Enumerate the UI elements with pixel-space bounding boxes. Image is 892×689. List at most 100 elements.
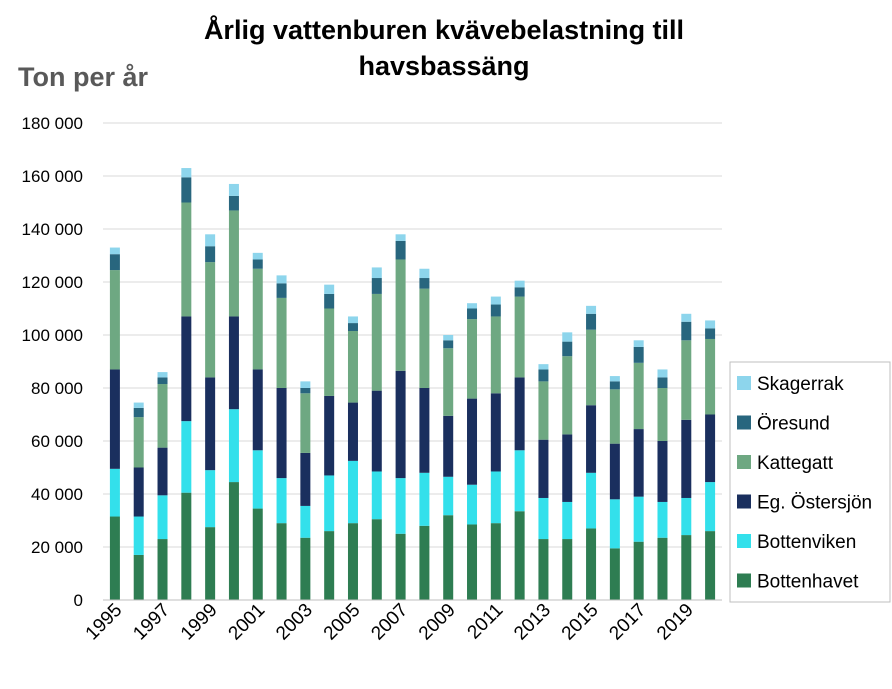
bar-bottenhavet-1997: [157, 539, 168, 600]
bar-öresund-2000: [228, 195, 239, 211]
bar-kattegatt-2001: [252, 268, 263, 370]
bar-kattegatt-2018: [657, 388, 668, 441]
bar-skagerrak-2006: [371, 267, 382, 279]
bar-skagerrak-2020: [705, 320, 716, 329]
bar-öresund-2017: [633, 346, 644, 363]
bar-bottenhavet-2013: [538, 539, 549, 600]
y-tick-label: 80 000: [31, 379, 83, 398]
legend-label: Eg. Östersjön: [757, 493, 872, 514]
legend-swatch: [737, 494, 751, 509]
bar-skagerrak-2012: [514, 280, 525, 288]
bar-kattegatt-1995: [109, 270, 120, 370]
bar-eg-östersjön-2012: [514, 377, 525, 451]
y-axis-label: Ton per år: [18, 62, 149, 92]
legend-label: Kattegatt: [757, 453, 834, 474]
legend: Skagerrak Öresund Kattegatt Eg. Östersjön Bo…: [729, 361, 891, 603]
legend-swatch: [737, 376, 751, 390]
bar-bottenhavet-2002: [276, 523, 287, 600]
bar-skagerrak-2004: [324, 284, 335, 294]
bar-bottenhavet-2005: [347, 523, 358, 600]
bar-öresund-2003: [300, 388, 311, 394]
bar-kattegatt-2017: [633, 362, 644, 430]
bar-öresund-2010: [467, 308, 478, 320]
x-tick-label: 1997: [129, 600, 174, 645]
bar-bottenhavet-2015: [586, 528, 597, 600]
bar-bottenhavet-2000: [228, 482, 239, 600]
bar-öresund-2015: [586, 313, 597, 330]
bar-öresund-2005: [347, 323, 358, 332]
x-tick-label: 2013: [510, 600, 555, 645]
bar-skagerrak-1998: [181, 168, 192, 178]
bar-skagerrak-2010: [467, 303, 478, 309]
x-tick-label: 2017: [605, 600, 650, 645]
bar-eg-östersjön-2007: [395, 370, 406, 479]
legend-swatch: [737, 455, 751, 469]
bar-eg-östersjön-1997: [157, 447, 168, 496]
bar-bottenviken-2007: [395, 478, 406, 534]
y-axis-ticks: 0 20 000 40 000 60 000 80 000 100 000 120 000 1…: [22, 114, 83, 610]
bar-bottenviken-2002: [276, 478, 287, 524]
bar-eg-östersjön-1998: [181, 316, 192, 422]
bar-bottenviken-2020: [705, 482, 716, 532]
bar-bottenhavet-2018: [657, 537, 668, 600]
y-tick-label: 100 000: [22, 326, 83, 345]
bar-bottenhavet-2001: [252, 508, 263, 600]
bar-bottenviken-1996: [133, 516, 144, 555]
bar-bottenviken-2008: [419, 472, 430, 526]
x-tick-label: 2003: [272, 600, 317, 645]
bar-eg-östersjön-2015: [586, 405, 597, 473]
x-tick-label: 2007: [367, 600, 412, 645]
bar-öresund-2008: [419, 278, 430, 289]
bar-eg-östersjön-1999: [205, 377, 216, 471]
bar-bottenhavet-2020: [705, 531, 716, 600]
bar-eg-östersjön-2013: [538, 439, 549, 498]
bar-eg-östersjön-2019: [681, 419, 692, 498]
bar-skagerrak-2003: [300, 381, 311, 388]
bar-eg-östersjön-2001: [252, 369, 263, 451]
legend-label: Skagerrak: [757, 374, 844, 395]
y-tick-label: 60 000: [31, 432, 83, 451]
bar-öresund-2014: [562, 341, 573, 357]
bar-kattegatt-1996: [133, 417, 144, 468]
bar-bottenhavet-1999: [205, 527, 216, 600]
bar-skagerrak-2000: [228, 183, 239, 196]
bar-eg-östersjön-1995: [109, 369, 120, 469]
bar-skagerrak-1999: [205, 234, 216, 247]
bar-skagerrak-2009: [443, 335, 454, 341]
legend-box: [729, 361, 891, 603]
bar-bottenviken-2001: [252, 450, 263, 509]
bar-eg-östersjön-2020: [705, 414, 716, 483]
x-tick-label: 2019: [653, 600, 698, 645]
bar-bottenhavet-2017: [633, 541, 644, 600]
bar-skagerrak-2013: [538, 364, 549, 370]
bar-kattegatt-2019: [681, 340, 692, 420]
bar-eg-östersjön-2006: [371, 390, 382, 472]
bar-eg-östersjön-2004: [324, 395, 335, 476]
x-axis-ticks: 1995 1997 1999 2001 2003 2005 2007 2009 2011 2013…: [82, 600, 698, 645]
bar-skagerrak-2008: [419, 268, 430, 279]
bar-bottenviken-2014: [562, 501, 573, 540]
x-tick-label: 2015: [558, 600, 603, 645]
bar-kattegatt-2009: [443, 348, 454, 416]
y-tick-label: 20 000: [31, 538, 83, 557]
chart-title-line1: Årlig vattenburen kvävebelastning till: [204, 14, 684, 45]
bar-kattegatt-2006: [371, 293, 382, 391]
bar-bottenviken-2004: [324, 475, 335, 532]
bar-bottenhavet-2012: [514, 511, 525, 600]
x-tick-label: 1995: [82, 600, 127, 645]
bar-kattegatt-2010: [467, 319, 478, 399]
bar-öresund-2002: [276, 283, 287, 298]
bar-skagerrak-2007: [395, 234, 406, 241]
y-tick-label: 120 000: [22, 273, 83, 292]
bar-bottenhavet-2016: [609, 548, 620, 600]
bar-bottenviken-2011: [490, 471, 501, 524]
bar-bottenviken-2005: [347, 460, 358, 524]
bar-kattegatt-2015: [586, 329, 597, 406]
bar-kattegatt-2008: [419, 288, 430, 388]
bar-eg-östersjön-2009: [443, 415, 454, 477]
bar-kattegatt-1999: [205, 262, 216, 378]
y-tick-label: 140 000: [22, 220, 83, 239]
bar-skagerrak-1995: [109, 247, 120, 255]
legend-swatch: [737, 573, 751, 588]
